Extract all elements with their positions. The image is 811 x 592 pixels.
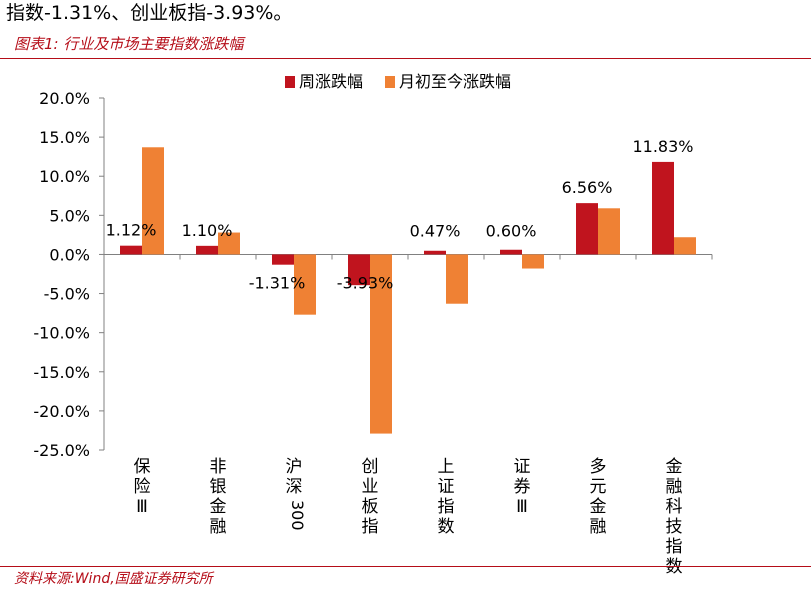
legend-label: 周涨跌幅 — [299, 72, 363, 91]
y-tick-label: 10.0% — [39, 167, 90, 186]
bar-weekly — [652, 161, 674, 255]
y-tick-label: 0.0% — [49, 245, 90, 264]
x-tick-label: 数 — [666, 557, 683, 577]
bar-mtd — [674, 237, 696, 255]
bar-weekly — [196, 245, 218, 255]
bar-mtd — [598, 208, 620, 255]
bar-mtd — [218, 232, 240, 255]
x-tick-label: 多 — [590, 457, 607, 477]
x-tick-label: 板 — [362, 497, 379, 517]
bar-weekly — [424, 250, 446, 255]
bar-weekly — [348, 254, 370, 286]
bar-mtd — [446, 254, 468, 304]
y-tick-label: 5.0% — [49, 206, 90, 225]
bar-weekly — [120, 245, 142, 255]
x-tick-label: 融 — [666, 477, 683, 497]
x-tick-label: 指 — [362, 517, 379, 537]
legend-label: 月初至今涨跌幅 — [399, 72, 511, 91]
x-tick-label: 指 — [666, 537, 683, 557]
x-tick-label: 技 — [666, 517, 683, 537]
x-tick-label: 创 — [362, 457, 379, 477]
bar-mtd — [370, 254, 392, 434]
x-tick-label: 指 — [438, 497, 455, 517]
x-tick-label: 沪 — [286, 457, 303, 477]
data-label: 1.10% — [182, 221, 233, 240]
bottom-divider — [0, 566, 811, 567]
intro-text: 指数-1.31%、创业板指-3.93%。 — [6, 2, 293, 24]
x-tick-label: 金 — [590, 497, 607, 517]
source-note: 资料来源:Wind,国盛证券研究所 — [14, 571, 213, 587]
x-tick-label: 科 — [666, 497, 683, 517]
x-tick-label: 深 — [286, 477, 303, 497]
data-label: 1.12% — [106, 221, 157, 240]
x-tick-label: 融 — [210, 517, 227, 537]
bar-weekly — [500, 249, 522, 255]
y-tick-label: -25.0% — [33, 441, 90, 460]
bar-weekly — [272, 254, 294, 265]
x-tick-label: 险 — [134, 477, 151, 497]
x-tick-label: 保 — [134, 457, 151, 477]
bar-mtd — [142, 147, 164, 255]
x-tick-label: 数 — [438, 517, 455, 537]
y-tick-label: -15.0% — [33, 363, 90, 382]
figure-title: 图表1: 行业及市场主要指数涨跌幅 — [14, 35, 244, 53]
data-label: 6.56% — [562, 178, 613, 197]
legend-swatch — [285, 76, 295, 88]
y-tick-label: -10.0% — [33, 324, 90, 343]
x-tick-label: 300 — [288, 500, 307, 531]
y-tick-label: -20.0% — [33, 402, 90, 421]
data-label: 11.83% — [632, 137, 693, 156]
x-tick-label: 证 — [438, 477, 455, 497]
x-tick-label: 金 — [210, 497, 227, 517]
data-label: 0.60% — [486, 221, 537, 240]
x-tick-label: 券 — [514, 477, 531, 497]
x-tick-label: 非 — [210, 457, 227, 477]
x-tick-label: 业 — [362, 477, 379, 497]
y-tick-label: 20.0% — [39, 89, 90, 108]
x-tick-label: 融 — [590, 517, 607, 537]
bar-mtd — [294, 254, 316, 315]
x-tick-label: 金 — [666, 457, 683, 477]
x-tick-label: 元 — [590, 477, 607, 497]
data-label: 0.47% — [410, 221, 461, 240]
x-tick-label: Ⅲ — [516, 497, 528, 517]
y-tick-label: 15.0% — [39, 128, 90, 147]
x-tick-label: 上 — [438, 457, 455, 477]
y-tick-label: -5.0% — [44, 285, 90, 304]
top-divider — [0, 58, 811, 59]
legend-swatch — [385, 76, 395, 88]
bar-mtd — [522, 254, 544, 269]
data-label: -3.93% — [337, 273, 394, 292]
bar-weekly — [576, 203, 598, 255]
data-label: -1.31% — [249, 273, 306, 292]
x-tick-label: Ⅲ — [136, 497, 148, 517]
x-tick-label: 银 — [210, 477, 227, 497]
x-tick-label: 证 — [514, 457, 531, 477]
